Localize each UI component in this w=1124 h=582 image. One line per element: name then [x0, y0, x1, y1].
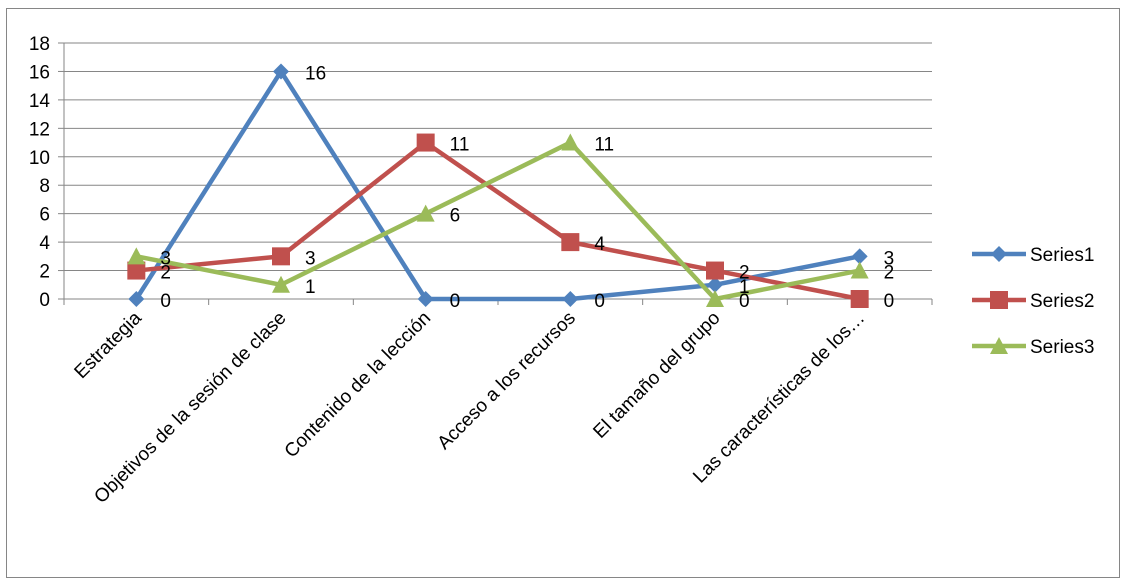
- data-label-series2: 11: [450, 135, 470, 156]
- data-point-series1: [707, 276, 723, 293]
- data-point-series2: [127, 261, 146, 280]
- data-label-series2: 2: [739, 263, 750, 284]
- data-label-series1: 0: [450, 291, 461, 312]
- data-label-series2: 0: [884, 291, 895, 312]
- y-tick-label: 4: [39, 233, 50, 254]
- y-axis: 0 2 4 6 8 10 12 14 16 18: [29, 34, 65, 311]
- chart-frame: [6, 8, 1120, 578]
- data-point-series3: [706, 290, 724, 307]
- data-label-series3: 1: [305, 277, 316, 298]
- legend-label-series3: Series3: [1030, 337, 1094, 358]
- y-tick-label: 6: [39, 205, 50, 226]
- data-point-series2: [706, 261, 724, 280]
- data-point-series3: [272, 275, 290, 293]
- data-label-series1: 16: [305, 63, 326, 84]
- y-tick-label: 8: [39, 176, 50, 197]
- x-tick-label: Las características de los…: [689, 308, 869, 488]
- data-point-series2: [850, 290, 869, 308]
- x-tick-label: Acceso a los recursos: [434, 308, 580, 454]
- data-label-series3: 3: [160, 248, 171, 269]
- data-point-series1: [851, 248, 868, 265]
- y-tick-label: 12: [29, 119, 50, 140]
- y-tick-label: 0: [39, 290, 50, 311]
- y-tick-label: 2: [39, 262, 50, 283]
- data-point-series1: [273, 63, 289, 80]
- series-line-series3: [135, 140, 861, 302]
- series-line-series1: [134, 69, 861, 302]
- data-label-series1: 0: [594, 291, 605, 312]
- y-tick-label: 16: [29, 62, 50, 83]
- data-point-series3: [416, 204, 435, 222]
- data-label-series2: 2: [160, 263, 171, 284]
- y-tick-label: 10: [29, 148, 50, 169]
- data-point-series2: [561, 233, 580, 252]
- data-point-series3: [127, 247, 146, 265]
- y-tick-label: 18: [29, 34, 50, 55]
- data-point-series2: [272, 247, 290, 266]
- data-label-series3: 6: [450, 206, 461, 227]
- legend-marker-series2: [990, 291, 1008, 309]
- x-tick-label: Estrategia: [71, 307, 147, 383]
- data-point-series1: [562, 291, 579, 307]
- gridlines: [64, 42, 932, 272]
- legend-marker-series3: [990, 337, 1008, 354]
- data-point-series2: [416, 133, 435, 152]
- data-point-series3: [850, 261, 869, 279]
- data-label-series3: 2: [884, 263, 895, 284]
- series-line-series2: [136, 140, 861, 302]
- data-label-series3: 11: [594, 135, 614, 156]
- legend-label-series2: Series2: [1030, 291, 1094, 312]
- x-tick-label: El tamaño del grupo: [589, 308, 724, 443]
- legend-label-series1: Series1: [1030, 245, 1094, 266]
- data-label-series1: 0: [160, 291, 171, 312]
- x-tick-label: Contenido de la lección: [281, 308, 436, 463]
- series-group: [127, 63, 869, 308]
- data-label-series1: 3: [884, 248, 895, 269]
- data-label-series3: 0: [739, 291, 750, 312]
- data-label-series2: 4: [594, 234, 605, 255]
- y-tick-label: 14: [29, 91, 51, 112]
- data-label-series2: 3: [305, 248, 316, 269]
- legend: Series1 Series2 Series3: [972, 245, 1094, 358]
- data-point-series3: [561, 133, 580, 151]
- legend-marker-series1: [991, 246, 1007, 262]
- data-point-series1: [417, 291, 434, 307]
- data-point-series1: [128, 291, 145, 307]
- data-label-series1: 1: [739, 277, 750, 298]
